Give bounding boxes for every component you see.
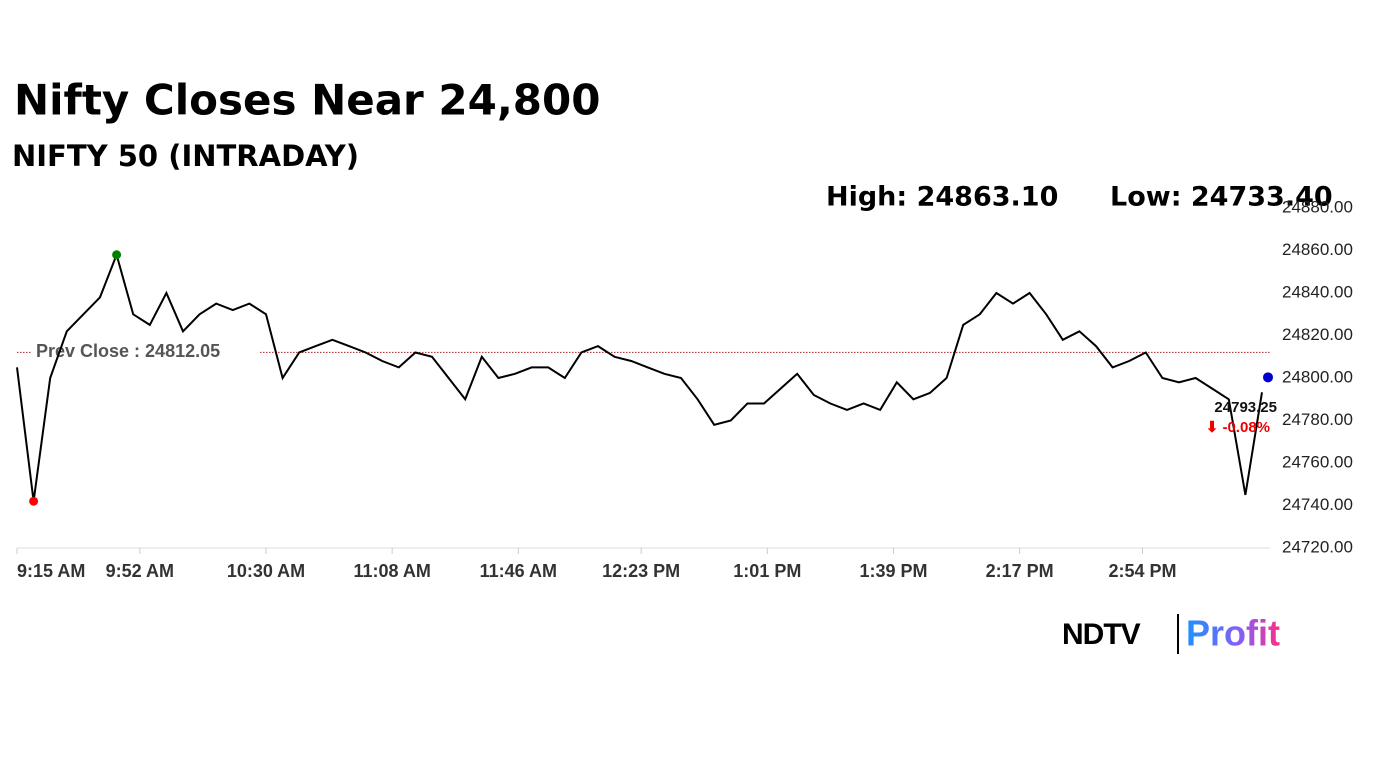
- chart-subtitle: NIFTY 50 (INTRADAY): [12, 139, 359, 173]
- y-tick-label: 24800.00: [1282, 367, 1353, 386]
- prev-close-label: Prev Close : 24812.05: [36, 341, 220, 361]
- y-tick-label: 24820.00: [1282, 325, 1353, 344]
- y-tick-label: 24860.00: [1282, 240, 1353, 259]
- low-marker: [29, 496, 39, 506]
- x-tick-label: 11:46 AM: [480, 561, 557, 581]
- x-tick-label: 11:08 AM: [353, 561, 430, 581]
- x-tick-label: 2:54 PM: [1108, 561, 1176, 581]
- last-marker: [1263, 372, 1273, 383]
- x-tick-label: 9:52 AM: [106, 561, 174, 581]
- y-tick-label: 24720.00: [1282, 537, 1353, 556]
- x-tick-label: 10:30 AM: [227, 561, 305, 581]
- logo-ndtv: NDTV: [1062, 618, 1141, 651]
- prev-close-bg: [32, 341, 260, 364]
- high-marker: [112, 250, 122, 260]
- chart-title: Nifty Closes Near 24,800: [14, 76, 600, 125]
- last-label: 24793.25: [1214, 399, 1277, 416]
- price-line: [16, 251, 1263, 502]
- x-tick-label: 1:01 PM: [733, 561, 801, 581]
- x-tick-label: 12:23 PM: [602, 561, 680, 581]
- high-label: High: 24863.10: [826, 182, 1058, 213]
- x-tick-label: 1:39 PM: [859, 561, 927, 581]
- y-tick-label: 24880.00: [1282, 197, 1353, 216]
- low-label: Low: 24733.40: [1110, 182, 1333, 213]
- y-tick-label: 24740.00: [1282, 495, 1353, 514]
- y-tick-label: 24840.00: [1282, 282, 1353, 301]
- change-label: ⬇ -0.08%: [1206, 419, 1270, 436]
- logo-profit: Profit: [1186, 613, 1280, 654]
- y-tick-label: 24780.00: [1282, 410, 1353, 429]
- x-tick-label: 2:17 PM: [986, 561, 1054, 581]
- y-tick-label: 24760.00: [1282, 452, 1353, 471]
- x-tick-label: 9:15 AM: [17, 561, 85, 581]
